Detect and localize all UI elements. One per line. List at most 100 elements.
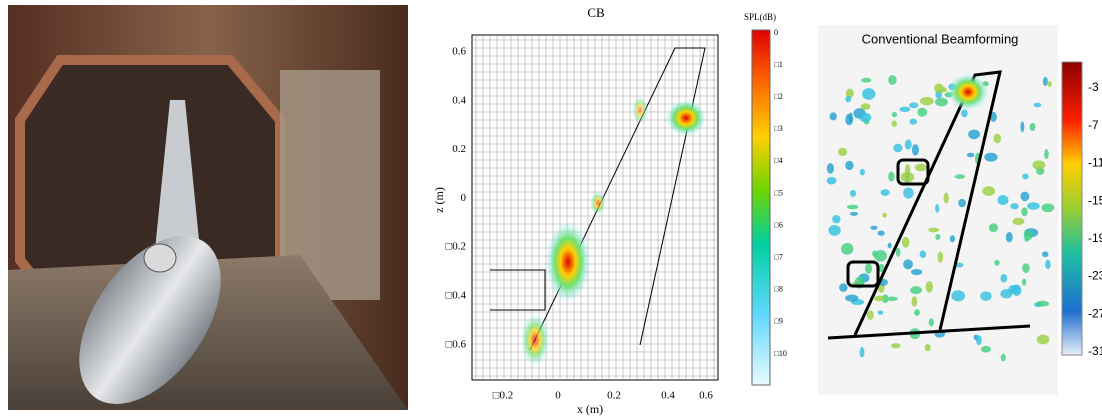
speckle: [994, 259, 1000, 266]
speckle: [958, 198, 966, 208]
x-tick-label: 0.2: [607, 390, 621, 402]
speckle: [880, 189, 890, 196]
speckle: [893, 143, 903, 153]
speckle: [832, 214, 841, 224]
speckle: [910, 286, 923, 295]
speckle: [949, 235, 956, 243]
speckle: [882, 294, 889, 304]
speckle: [980, 291, 992, 301]
colorbar-tick-label: □3: [774, 124, 783, 133]
speckle: [872, 250, 878, 257]
colorbar-tick-label: -15: [1088, 193, 1102, 207]
colorbar-tick-label: □8: [774, 285, 783, 294]
speckle: [846, 204, 859, 210]
speckle: [891, 120, 897, 127]
speckle: [848, 112, 853, 123]
speckle: [909, 118, 918, 125]
speckle: [1041, 203, 1055, 213]
colorbar-tick-label: -31: [1088, 344, 1102, 358]
speckle: [1022, 263, 1030, 274]
speckle: [1005, 231, 1013, 243]
speckle: [845, 294, 859, 302]
hotspots: [521, 96, 706, 366]
colorbar-tick-label: □5: [774, 188, 783, 197]
speckle: [859, 168, 865, 176]
speckle: [1000, 273, 1008, 283]
y-tick-label: 0: [461, 192, 467, 204]
speckle: [975, 335, 982, 346]
speckle: [888, 171, 895, 182]
speckle: [914, 163, 927, 172]
speckle: [951, 290, 966, 302]
speckle: [914, 309, 920, 316]
speckle: [1032, 160, 1046, 170]
speckle: [993, 133, 1002, 144]
colorbar-tick-label: □6: [774, 220, 783, 229]
speckle: [982, 186, 995, 196]
colorbar-tick-label: -3: [1088, 80, 1099, 94]
speckle: [826, 176, 837, 185]
speckle: [917, 107, 928, 117]
speckle: [1021, 278, 1027, 286]
x-tick-label: 0: [555, 390, 561, 402]
speckle: [839, 283, 848, 292]
speckle: [849, 211, 859, 216]
speckle: [924, 343, 931, 352]
speckle: [849, 189, 857, 197]
speckle: [954, 174, 966, 179]
speckle: [829, 112, 837, 121]
y-tick-label: 0.2: [452, 143, 466, 155]
colorbar-tick-label: □2: [774, 92, 783, 101]
speckle: [934, 83, 944, 94]
speckle: [1036, 334, 1050, 345]
map-title: Conventional Beamforming: [862, 31, 1019, 46]
speckle: [901, 236, 910, 248]
speckle: [900, 171, 915, 183]
x-tick-label: 0.6: [699, 390, 713, 402]
speckle: [859, 346, 865, 358]
speckle: [882, 212, 887, 218]
speckle: [937, 251, 944, 263]
speckle: [862, 88, 876, 100]
speckle: [838, 147, 847, 157]
speckle: [874, 250, 888, 262]
speckle: [943, 192, 949, 204]
y-tick-label: □0.6: [446, 338, 467, 350]
y-tick-label: □0.4: [446, 290, 467, 302]
colorbar-tick-label: -7: [1088, 118, 1099, 132]
y-label: z (m): [432, 187, 446, 213]
speckle: [878, 263, 885, 273]
speckle: [877, 230, 885, 236]
speckle: [1029, 122, 1036, 132]
speckle: [961, 109, 968, 118]
speckle: [1000, 288, 1013, 299]
speckle: [1042, 76, 1048, 86]
speckle: [988, 223, 999, 233]
speckle: [1000, 353, 1006, 362]
speckle: [899, 106, 911, 113]
speckle: [919, 250, 927, 259]
speckle: [984, 152, 998, 162]
conventional-map: [818, 25, 1083, 395]
speckle: [859, 112, 872, 123]
speckle: [1023, 230, 1033, 241]
colorbar-tick-label: -11: [1088, 156, 1102, 170]
colorbar-tick-label: □1: [774, 60, 783, 69]
speckle: [1027, 202, 1040, 210]
speckle: [935, 97, 948, 107]
speckle: [1012, 217, 1025, 226]
speckle: [997, 195, 1009, 206]
speckle: [826, 163, 834, 174]
speckle: [1020, 121, 1025, 133]
speckle: [887, 242, 892, 249]
y-tick-label: 0.6: [452, 46, 466, 58]
speckle: [874, 295, 885, 302]
speckle: [877, 310, 884, 315]
speckle: [860, 103, 871, 110]
speckle: [909, 102, 919, 109]
colorbar-tick-label: □7: [774, 253, 783, 262]
speckle: [910, 268, 923, 276]
speckle: [828, 225, 841, 236]
speckle: [1044, 148, 1049, 160]
